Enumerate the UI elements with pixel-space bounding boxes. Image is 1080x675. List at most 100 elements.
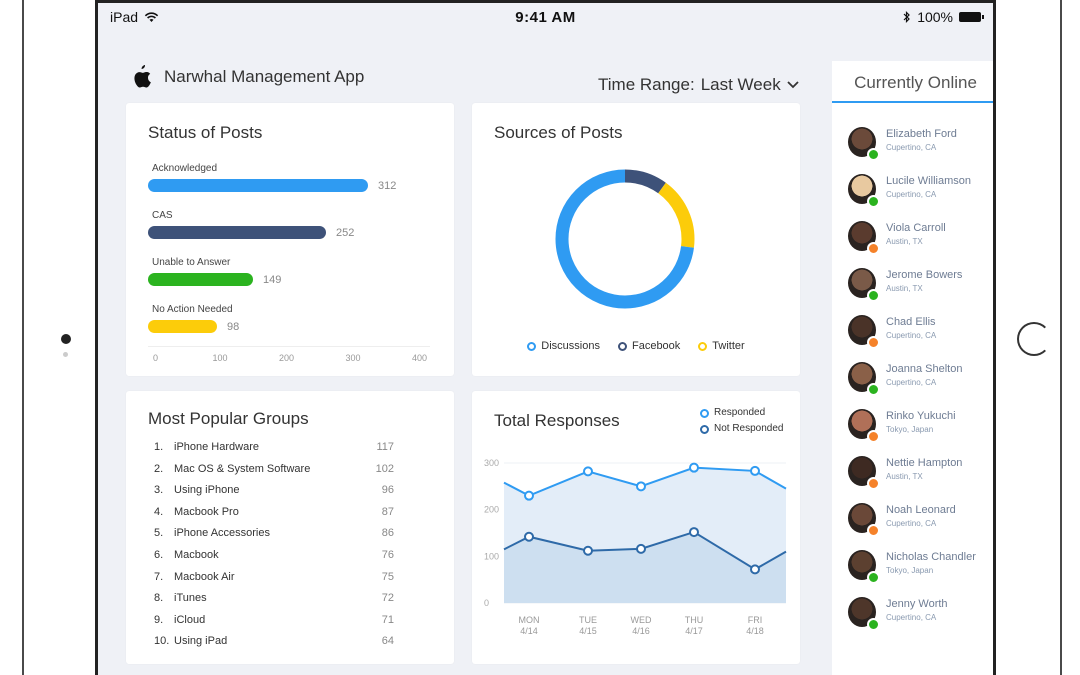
not-responded-point[interactable] — [689, 527, 699, 538]
sources-donut-chart — [555, 169, 695, 309]
battery-percent: 100% — [917, 9, 953, 25]
group-count: 87 — [381, 505, 394, 518]
group-row[interactable]: 8. iTunes 72 — [154, 592, 394, 604]
online-user[interactable]: Jerome Bowers Austin, TX — [848, 268, 963, 302]
user-location: Tokyo, Japan — [886, 566, 934, 575]
group-row[interactable]: 9. iCloud 71 — [154, 614, 394, 626]
bar-value: 98 — [227, 321, 240, 333]
home-button[interactable] — [1017, 322, 1051, 356]
group-rank: 5. — [154, 527, 164, 540]
user-name: Jerome Bowers — [886, 269, 963, 281]
not-responded-point[interactable] — [583, 545, 593, 556]
online-user[interactable]: Nicholas Chandler Tokyo, Japan — [848, 550, 976, 584]
time-range-selector[interactable]: Time Range: Last Week — [598, 75, 799, 95]
bar — [148, 226, 326, 239]
responded-point[interactable] — [750, 465, 760, 476]
group-name: iPhone Accessories — [174, 527, 270, 540]
group-count: 117 — [376, 441, 394, 453]
user-name: Rinko Yukuchi — [886, 410, 956, 422]
presence-dot — [867, 618, 880, 631]
apple-logo-icon — [134, 65, 151, 88]
avatar — [848, 503, 880, 537]
group-row[interactable]: 10. Using iPad 64 — [154, 635, 394, 647]
online-user[interactable]: Nettie Hampton Austin, TX — [848, 456, 962, 490]
status-bar: iPad 9:41 AM 100% — [98, 3, 993, 31]
avatar — [848, 315, 880, 349]
responses-legend: Responded Not Responded — [700, 405, 784, 437]
user-location: Cupertino, CA — [886, 519, 937, 528]
battery-icon — [959, 12, 984, 22]
online-user[interactable]: Lucile Williamson Cupertino, CA — [848, 174, 971, 208]
online-user[interactable]: Noah Leonard Cupertino, CA — [848, 503, 956, 537]
presence-dot — [867, 289, 880, 302]
group-count: 71 — [381, 613, 394, 626]
group-rank: 2. — [154, 462, 164, 475]
group-row[interactable]: 4. Macbook Pro 87 — [154, 506, 394, 518]
bar-value: 149 — [263, 274, 282, 286]
total-responses-card: Total Responses Responded Not Responded … — [472, 391, 800, 664]
responded-point[interactable] — [583, 466, 593, 477]
group-name: iTunes — [174, 592, 207, 605]
bar-label: No Action Needed — [152, 304, 233, 315]
group-name: Using iPad — [174, 635, 228, 648]
user-location: Cupertino, CA — [886, 331, 937, 340]
online-user[interactable]: Joanna Shelton Cupertino, CA — [848, 362, 963, 396]
responded-point[interactable] — [689, 462, 699, 473]
avatar — [848, 456, 880, 490]
group-rank: 8. — [154, 592, 164, 605]
wifi-icon — [144, 11, 159, 22]
x-tick-label: 4/17 — [685, 626, 703, 636]
avatar — [848, 362, 880, 396]
user-name: Joanna Shelton — [886, 363, 963, 375]
user-location: Cupertino, CA — [886, 378, 937, 387]
x-tick-label: 4/14 — [520, 626, 538, 636]
not-responded-point[interactable] — [750, 564, 760, 575]
presence-dot — [867, 195, 880, 208]
group-name: iCloud — [174, 613, 206, 626]
group-row[interactable]: 1. iPhone Hardware 117 — [154, 441, 394, 453]
y-tick-label: 200 — [484, 505, 499, 515]
online-user[interactable]: Jenny Worth Cupertino, CA — [848, 597, 948, 631]
device-label: iPad — [110, 9, 139, 25]
not-responded-area — [504, 532, 786, 603]
group-row[interactable]: 6. Macbook 76 — [154, 549, 394, 561]
group-row[interactable]: 5. iPhone Accessories 86 — [154, 527, 394, 539]
presence-dot — [867, 383, 880, 396]
x-tick-label: FRI — [748, 615, 763, 625]
user-location: Austin, TX — [886, 472, 923, 481]
group-count: 102 — [375, 462, 394, 475]
axis-tick: 300 — [345, 353, 361, 363]
x-tick-label: 4/18 — [746, 626, 764, 636]
user-location: Cupertino, CA — [886, 613, 937, 622]
donut-slice-twitter — [555, 169, 695, 309]
user-location: Austin, TX — [886, 284, 923, 293]
donut-slice-discussions — [555, 169, 695, 309]
time-range-label: Time Range: — [598, 75, 695, 94]
not-responded-point[interactable] — [524, 531, 534, 542]
group-row[interactable]: 2. Mac OS & System Software 102 — [154, 463, 394, 475]
online-user[interactable]: Elizabeth Ford Cupertino, CA — [848, 127, 957, 161]
avatar — [848, 221, 880, 255]
axis-line — [148, 346, 430, 347]
online-user[interactable]: Rinko Yukuchi Tokyo, Japan — [848, 409, 956, 443]
sources-of-posts-title: Sources of Posts — [494, 123, 623, 142]
group-name: Macbook Air — [174, 570, 235, 583]
responded-point[interactable] — [524, 490, 534, 501]
group-row[interactable]: 3. Using iPhone 96 — [154, 484, 394, 496]
y-tick-label: 300 — [484, 458, 499, 468]
online-user[interactable]: Chad Ellis Cupertino, CA — [848, 315, 937, 349]
app-header: Narwhal Management App — [130, 65, 364, 89]
presence-dot — [867, 571, 880, 584]
user-name: Jenny Worth — [886, 598, 948, 610]
responded-point[interactable] — [636, 481, 646, 492]
group-row[interactable]: 7. Macbook Air 75 — [154, 571, 394, 583]
user-name: Nicholas Chandler — [886, 551, 976, 563]
app-screen: iPad 9:41 AM 100% Narwhal Management App… — [95, 0, 996, 675]
not-responded-point[interactable] — [636, 543, 646, 554]
user-location: Tokyo, Japan — [886, 425, 934, 434]
group-name: Using iPhone — [174, 484, 240, 497]
user-name: Viola Carroll — [886, 222, 946, 234]
axis-tick: 0 — [153, 353, 159, 363]
online-user[interactable]: Viola Carroll Austin, TX — [848, 221, 946, 255]
